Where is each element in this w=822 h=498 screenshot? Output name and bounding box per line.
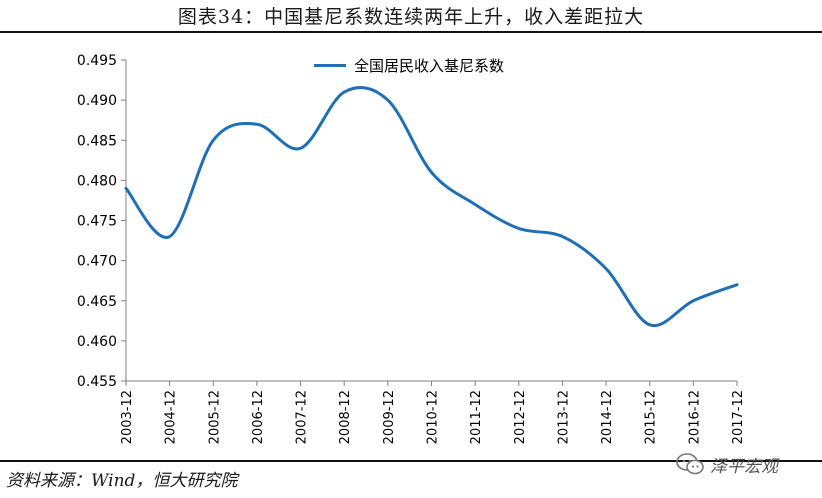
data-point (648, 323, 651, 326)
x-tick-label: 2016-12 (687, 390, 702, 444)
figure-title: 图表34：中国基尼系数连续两年上升，收入差距拉大 (177, 5, 645, 28)
x-tick-label: 2007-12 (295, 390, 310, 444)
x-tick-label: 2015-12 (644, 390, 659, 444)
x-tick-label: 2006-12 (251, 390, 266, 444)
data-point (736, 283, 739, 286)
bottom-rule (0, 460, 822, 462)
data-point (212, 139, 215, 142)
watermark-text: 泽平宏观 (710, 456, 778, 477)
wechat-icon (676, 453, 704, 475)
legend-label: 全国居民收入基尼系数 (354, 57, 505, 75)
x-tick-label: 2010-12 (426, 390, 441, 444)
y-tick-label: 0.455 (77, 374, 117, 390)
data-point (517, 227, 520, 230)
y-tick-label: 0.485 (77, 133, 117, 149)
legend-swatch (314, 64, 346, 67)
legend: 全国居民收入基尼系数 (314, 55, 504, 76)
y-tick-label: 0.470 (77, 254, 117, 270)
x-tick-label: 2011-12 (469, 390, 484, 444)
source-note: 资料来源：Wind，恒大研究院 (6, 471, 238, 491)
x-tick-label: 2012-12 (513, 390, 528, 444)
line-chart: 0.455 0.460 0.465 0.470 0.475 0.480 0.485 0.490… (77, 53, 746, 444)
x-tick-label: 2013-12 (556, 390, 571, 444)
data-point (605, 267, 608, 270)
y-tick-label: 0.490 (77, 93, 117, 109)
data-point (255, 123, 258, 126)
data-point (168, 235, 171, 238)
data-point (430, 171, 433, 174)
title-rule (0, 31, 822, 33)
y-tick-label: 0.475 (77, 214, 117, 230)
data-point (474, 203, 477, 206)
data-point (386, 99, 389, 102)
y-tick-label: 0.495 (77, 53, 117, 69)
x-tick-label: 2005-12 (207, 390, 222, 444)
x-tick-label: 2017-12 (731, 390, 746, 444)
data-point (343, 91, 346, 94)
x-tick-label: 2014-12 (600, 390, 615, 444)
figure-title-bar: 图表34：中国基尼系数连续两年上升，收入差距拉大 (0, 0, 822, 30)
chart-axes (125, 60, 737, 382)
x-tick-label: 2009-12 (382, 390, 397, 444)
x-tick-label: 2004-12 (164, 390, 179, 444)
series-line (124, 86, 739, 328)
chart-ticks: 0.455 0.460 0.465 0.470 0.475 0.480 0.485 0.490… (77, 53, 746, 444)
chart-series (124, 86, 739, 328)
y-tick-label: 0.460 (77, 334, 117, 350)
y-tick-label: 0.480 (77, 173, 117, 189)
watermark: 泽平宏观 (676, 452, 778, 477)
y-tick-label: 0.465 (77, 294, 117, 310)
data-point (299, 147, 302, 150)
data-point (561, 235, 564, 238)
x-tick-label: 2008-12 (338, 390, 353, 444)
data-point (125, 187, 128, 190)
data-point (692, 299, 695, 302)
x-tick-label: 2003-12 (120, 390, 135, 444)
